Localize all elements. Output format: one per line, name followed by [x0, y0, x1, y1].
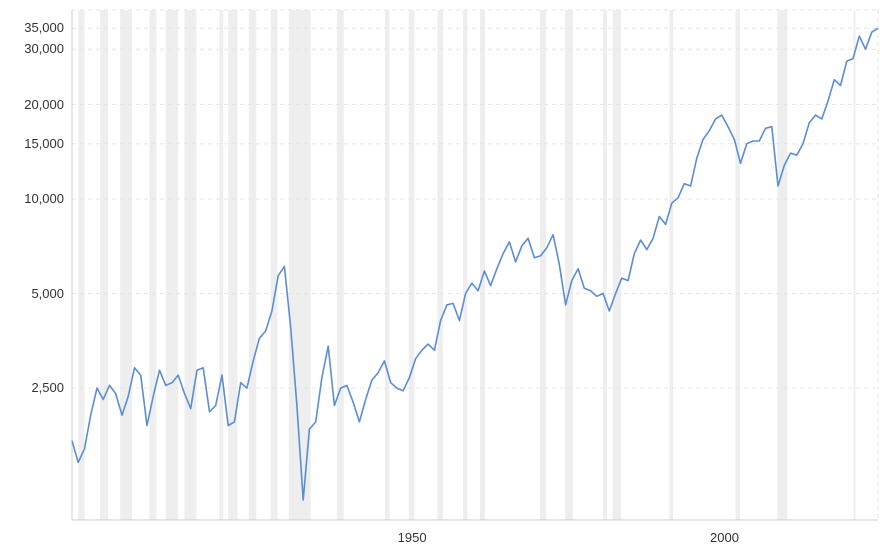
recession-band — [480, 10, 485, 520]
y-tick-label: 35,000 — [24, 20, 64, 35]
recession-band — [219, 10, 223, 520]
recession-band — [669, 10, 673, 520]
y-tick-label: 30,000 — [24, 41, 64, 56]
recession-band — [166, 10, 178, 520]
recession-band — [438, 10, 444, 520]
y-tick-label: 15,000 — [24, 136, 64, 151]
y-tick-label: 20,000 — [24, 97, 64, 112]
recession-band — [463, 10, 467, 520]
recession-band — [184, 10, 196, 520]
chart-svg — [0, 0, 888, 560]
recession-band — [565, 10, 573, 520]
recession-band — [409, 10, 415, 520]
recession-band — [100, 10, 108, 520]
dow-history-chart: 2,500 5,000 10,000 15,000 20,000 30,000 35,000… — [0, 0, 888, 560]
recession-band — [149, 10, 156, 520]
recession-band — [78, 10, 84, 520]
y-tick-label: 10,000 — [24, 191, 64, 206]
y-tick-label: 5,000 — [31, 286, 64, 301]
recession-band — [271, 10, 278, 520]
recession-band — [540, 10, 546, 520]
x-tick-label: 1950 — [398, 530, 427, 545]
recession-band — [337, 10, 344, 520]
recession-band — [777, 10, 787, 520]
recession-band — [249, 10, 256, 520]
recession-band — [228, 10, 237, 520]
y-tick-label: 2,500 — [31, 380, 64, 395]
recession-band — [603, 10, 607, 520]
x-tick-label: 2000 — [710, 530, 739, 545]
recession-band — [385, 10, 389, 520]
recession-band — [736, 10, 740, 520]
recession-band — [612, 10, 621, 520]
recession-band — [120, 10, 132, 520]
recession-band — [854, 10, 856, 520]
